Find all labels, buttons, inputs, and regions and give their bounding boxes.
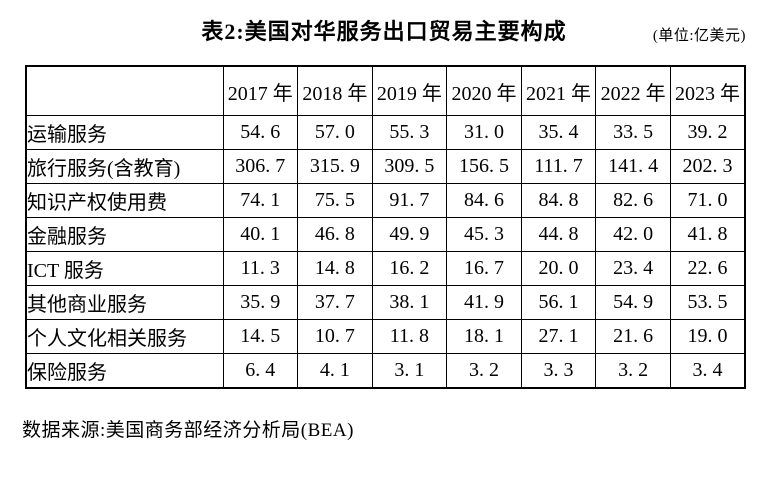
value-cell: 10. 7 bbox=[297, 319, 373, 354]
value-cell: 3. 4 bbox=[669, 353, 746, 389]
value-cell: 22. 6 bbox=[669, 251, 746, 286]
value-cell: 41. 8 bbox=[669, 217, 746, 252]
value-cell: 309. 5 bbox=[371, 149, 448, 184]
value-cell: 84. 8 bbox=[520, 183, 597, 218]
corner-cell bbox=[25, 65, 224, 116]
value-cell: 56. 1 bbox=[520, 285, 597, 320]
value-cell: 315. 9 bbox=[297, 149, 373, 184]
value-cell: 39. 2 bbox=[669, 115, 746, 150]
table-row: 运输服务 54. 6 57. 0 55. 3 31. 0 35. 4 33. 5 39. 2 bbox=[25, 115, 746, 150]
value-cell: 11. 3 bbox=[222, 251, 299, 286]
value-cell: 40. 1 bbox=[222, 217, 299, 252]
value-cell: 75. 5 bbox=[297, 183, 373, 218]
row-label-cell: 旅行服务(含教育) bbox=[25, 149, 224, 184]
year-header-cell: 2021 年 bbox=[520, 65, 597, 116]
value-cell: 91. 7 bbox=[371, 183, 448, 218]
value-cell: 11. 8 bbox=[371, 319, 448, 354]
row-label-cell: 运输服务 bbox=[25, 115, 224, 150]
table-row: 保险服务 6. 4 4. 1 3. 1 3. 2 3. 3 3. 2 3. 4 bbox=[25, 353, 746, 389]
table-row: 其他商业服务 35. 9 37. 7 38. 1 41. 9 56. 1 54. 9 53. … bbox=[25, 285, 746, 320]
value-cell: 42. 0 bbox=[595, 217, 671, 252]
data-source: 数据来源:美国商务部经济分析局(BEA) bbox=[22, 420, 354, 441]
value-cell: 55. 3 bbox=[371, 115, 448, 150]
value-cell: 6. 4 bbox=[222, 353, 299, 389]
value-cell: 18. 1 bbox=[446, 319, 522, 354]
value-cell: 57. 0 bbox=[297, 115, 373, 150]
value-cell: 74. 1 bbox=[222, 183, 299, 218]
value-cell: 44. 8 bbox=[520, 217, 597, 252]
year-header-cell: 2023 年 bbox=[669, 65, 746, 116]
value-cell: 54. 6 bbox=[222, 115, 299, 150]
year-header-cell: 2022 年 bbox=[595, 65, 671, 116]
value-cell: 19. 0 bbox=[669, 319, 746, 354]
row-label-cell: 保险服务 bbox=[25, 353, 224, 389]
value-cell: 46. 8 bbox=[297, 217, 373, 252]
value-cell: 306. 7 bbox=[222, 149, 299, 184]
value-cell: 3. 1 bbox=[371, 353, 448, 389]
year-header-cell: 2020 年 bbox=[446, 65, 522, 116]
value-cell: 35. 4 bbox=[520, 115, 597, 150]
year-header-cell: 2017 年 bbox=[222, 65, 299, 116]
value-cell: 141. 4 bbox=[595, 149, 671, 184]
value-cell: 37. 7 bbox=[297, 285, 373, 320]
table-row: 金融服务 40. 1 46. 8 49. 9 45. 3 44. 8 42. 0 41. 8 bbox=[25, 217, 746, 252]
data-table: 2017 年 2018 年 2019 年 2020 年 2021 年 2022 年 2023… bbox=[25, 65, 746, 389]
row-label-cell: ICT 服务 bbox=[25, 251, 224, 286]
unit-label: (单位:亿美元) bbox=[652, 28, 746, 44]
value-cell: 20. 0 bbox=[520, 251, 597, 286]
value-cell: 33. 5 bbox=[595, 115, 671, 150]
table-title: 表2:美国对华服务出口贸易主要构成 bbox=[201, 19, 567, 44]
value-cell: 84. 6 bbox=[446, 183, 522, 218]
value-cell: 71. 0 bbox=[669, 183, 746, 218]
table-row: ICT 服务 11. 3 14. 8 16. 2 16. 7 20. 0 23. 4 22. … bbox=[25, 251, 746, 286]
value-cell: 14. 8 bbox=[297, 251, 373, 286]
value-cell: 45. 3 bbox=[446, 217, 522, 252]
value-cell: 27. 1 bbox=[520, 319, 597, 354]
table-header: 表2:美国对华服务出口贸易主要构成 (单位:亿美元) bbox=[0, 14, 768, 48]
row-label-cell: 其他商业服务 bbox=[25, 285, 224, 320]
value-cell: 23. 4 bbox=[595, 251, 671, 286]
value-cell: 3. 3 bbox=[520, 353, 597, 389]
value-cell: 156. 5 bbox=[446, 149, 522, 184]
table-row: 知识产权使用费 74. 1 75. 5 91. 7 84. 6 84. 8 82. 6 71.… bbox=[25, 183, 746, 218]
row-label-cell: 金融服务 bbox=[25, 217, 224, 252]
value-cell: 14. 5 bbox=[222, 319, 299, 354]
header-row: 2017 年 2018 年 2019 年 2020 年 2021 年 2022 年 2023… bbox=[25, 65, 746, 116]
year-header-cell: 2018 年 bbox=[297, 65, 373, 116]
value-cell: 41. 9 bbox=[446, 285, 522, 320]
value-cell: 16. 7 bbox=[446, 251, 522, 286]
row-label-cell: 个人文化相关服务 bbox=[25, 319, 224, 354]
value-cell: 82. 6 bbox=[595, 183, 671, 218]
value-cell: 111. 7 bbox=[520, 149, 597, 184]
table-row: 个人文化相关服务 14. 5 10. 7 11. 8 18. 1 27. 1 21. 6 19… bbox=[25, 319, 746, 354]
value-cell: 3. 2 bbox=[446, 353, 522, 389]
value-cell: 35. 9 bbox=[222, 285, 299, 320]
value-cell: 202. 3 bbox=[669, 149, 746, 184]
value-cell: 4. 1 bbox=[297, 353, 373, 389]
value-cell: 54. 9 bbox=[595, 285, 671, 320]
value-cell: 53. 5 bbox=[669, 285, 746, 320]
value-cell: 38. 1 bbox=[371, 285, 448, 320]
value-cell: 31. 0 bbox=[446, 115, 522, 150]
value-cell: 21. 6 bbox=[595, 319, 671, 354]
value-cell: 49. 9 bbox=[371, 217, 448, 252]
row-label-cell: 知识产权使用费 bbox=[25, 183, 224, 218]
value-cell: 3. 2 bbox=[595, 353, 671, 389]
year-header-cell: 2019 年 bbox=[371, 65, 448, 116]
value-cell: 16. 2 bbox=[371, 251, 448, 286]
